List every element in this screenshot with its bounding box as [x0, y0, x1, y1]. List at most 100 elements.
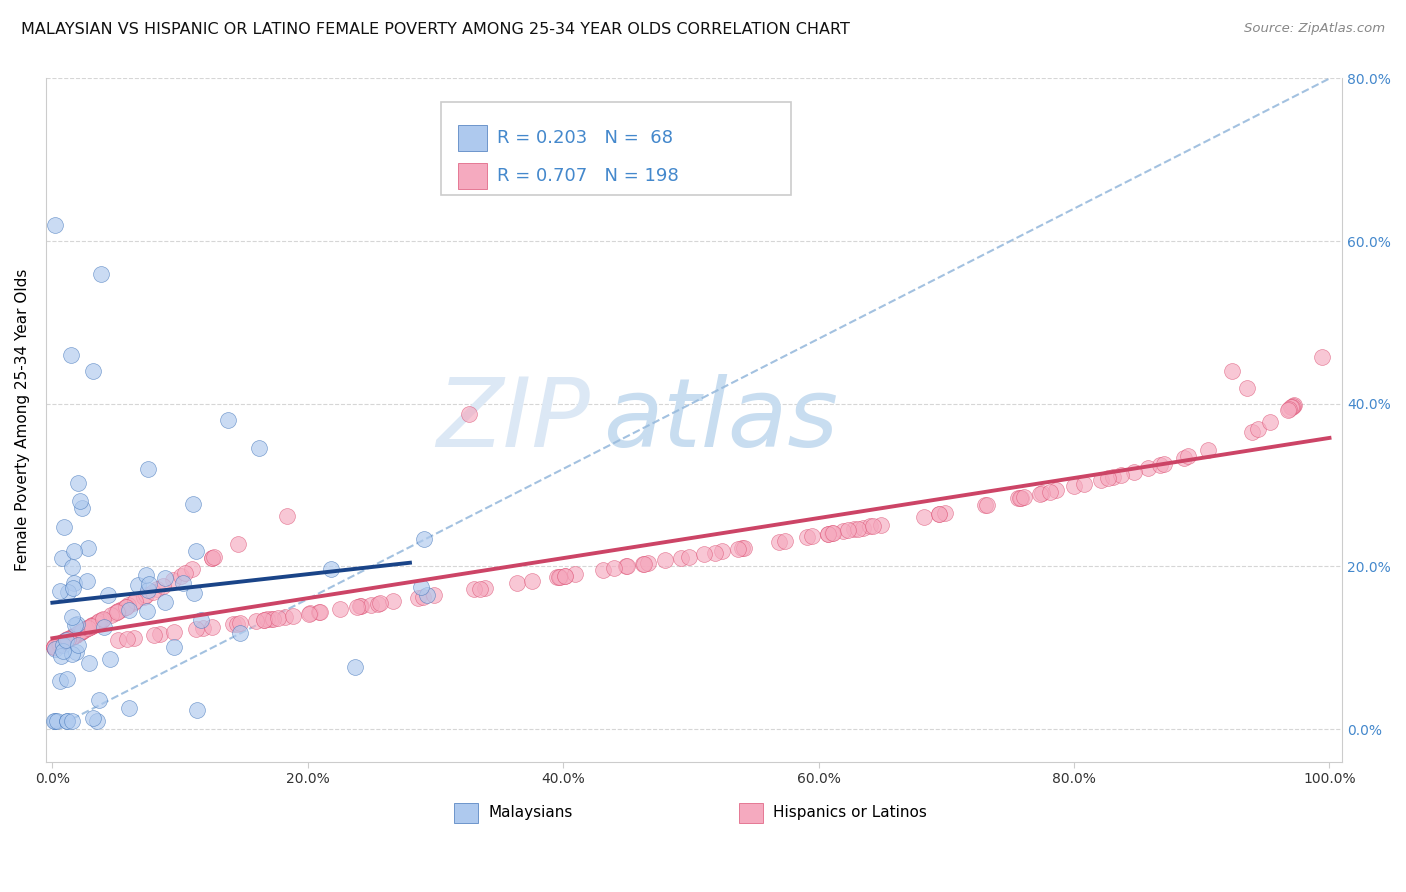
Text: R = 0.707   N = 198: R = 0.707 N = 198	[498, 167, 679, 185]
Point	[1241, 425, 1264, 439]
Point	[136, 462, 159, 476]
Bar	[454, 803, 478, 823]
Point	[1063, 479, 1085, 493]
Point	[115, 599, 138, 614]
Point	[1007, 491, 1029, 506]
Point	[48, 637, 70, 651]
Point	[616, 559, 638, 574]
Point	[56, 714, 79, 728]
Point	[73, 623, 96, 637]
Point	[174, 566, 197, 581]
Point	[554, 569, 576, 583]
Point	[852, 521, 875, 535]
Point	[283, 608, 305, 623]
Point	[349, 599, 371, 614]
Point	[415, 588, 437, 602]
Point	[186, 623, 208, 637]
Point	[46, 638, 69, 652]
Point	[80, 619, 103, 633]
Point	[124, 631, 146, 645]
Text: atlas: atlas	[603, 374, 838, 467]
Point	[70, 624, 93, 639]
Point	[217, 413, 239, 427]
Point	[974, 498, 997, 512]
Point	[329, 602, 352, 616]
Point	[82, 711, 104, 725]
Point	[75, 622, 97, 636]
Point	[62, 629, 84, 643]
Bar	[458, 163, 486, 189]
Point	[406, 591, 429, 605]
Point	[44, 639, 66, 653]
Point	[66, 626, 89, 640]
Point	[75, 623, 97, 637]
Point	[138, 577, 160, 591]
Point	[51, 551, 73, 566]
Point	[1284, 398, 1306, 412]
Point	[360, 598, 382, 612]
Point	[65, 645, 87, 659]
Point	[169, 569, 191, 583]
Point	[115, 599, 138, 614]
Point	[520, 574, 543, 588]
Point	[1010, 491, 1032, 505]
Point	[297, 607, 319, 621]
Bar	[740, 803, 763, 823]
Point	[654, 553, 676, 567]
Point	[66, 616, 89, 631]
Text: R = 0.203   N =  68: R = 0.203 N = 68	[498, 129, 673, 147]
Point	[56, 632, 79, 647]
Point	[42, 640, 65, 654]
Point	[274, 610, 297, 624]
Bar	[458, 125, 486, 152]
Point	[548, 570, 571, 584]
Point	[1258, 416, 1281, 430]
Point	[53, 519, 76, 533]
Point	[100, 652, 122, 666]
Point	[77, 657, 100, 671]
Point	[411, 580, 433, 594]
Point	[82, 618, 104, 632]
Point	[104, 606, 127, 620]
Text: MALAYSIAN VS HISPANIC OR LATINO FEMALE POVERTY AMONG 25-34 YEAR OLDS CORRELATION: MALAYSIAN VS HISPANIC OR LATINO FEMALE P…	[21, 22, 851, 37]
Point	[276, 509, 298, 524]
Point	[45, 639, 67, 653]
Point	[56, 672, 79, 686]
Point	[124, 594, 146, 608]
Point	[70, 501, 93, 516]
Point	[603, 561, 626, 575]
Point	[111, 601, 134, 615]
Point	[245, 614, 267, 628]
Point	[66, 476, 89, 491]
Point	[56, 714, 79, 728]
Point	[1012, 490, 1035, 504]
Point	[846, 522, 869, 536]
FancyBboxPatch shape	[441, 103, 792, 194]
Point	[63, 628, 86, 642]
Point	[76, 574, 98, 589]
Point	[90, 614, 112, 628]
Point	[76, 621, 98, 635]
Point	[474, 581, 496, 595]
Point	[60, 630, 83, 644]
Point	[56, 584, 79, 599]
Point	[146, 582, 169, 596]
Point	[1279, 401, 1302, 415]
Point	[162, 573, 184, 587]
Point	[44, 640, 66, 654]
Point	[127, 578, 149, 592]
Point	[1220, 364, 1243, 378]
Point	[51, 636, 73, 650]
Point	[136, 583, 159, 598]
Point	[832, 524, 855, 538]
Point	[346, 599, 368, 614]
Point	[135, 604, 157, 618]
Point	[463, 582, 485, 597]
Point	[1277, 403, 1299, 417]
Point	[817, 526, 839, 541]
Point	[60, 630, 83, 644]
Point	[193, 621, 215, 635]
Point	[226, 537, 249, 551]
Point	[49, 636, 72, 650]
Point	[55, 632, 77, 647]
